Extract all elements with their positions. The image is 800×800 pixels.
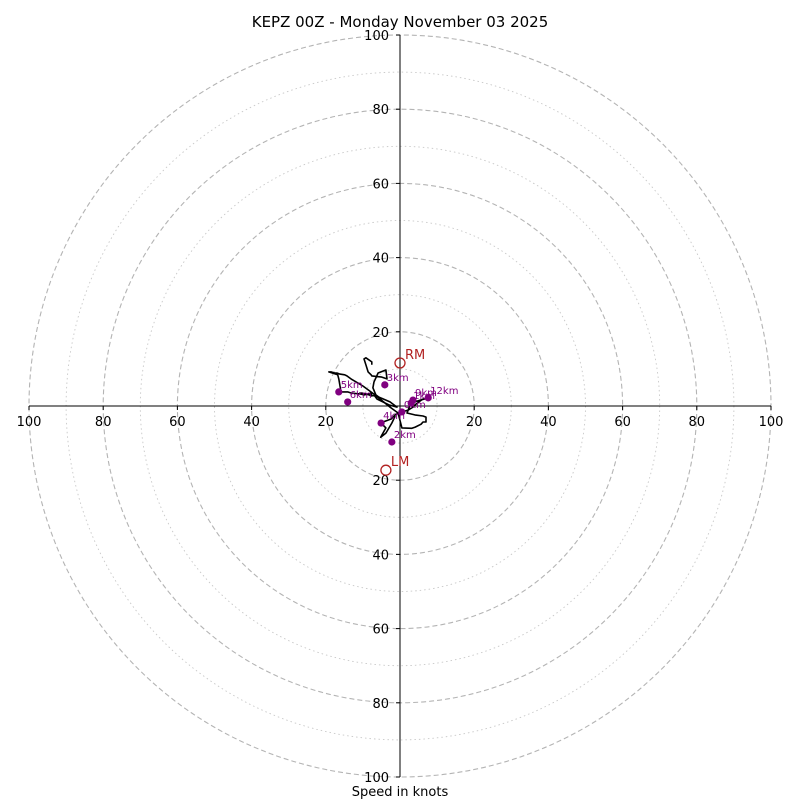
- height-marker-2km: [388, 438, 396, 446]
- height-marker-0km: [398, 408, 406, 416]
- y-tick-label: 60: [372, 623, 389, 638]
- storm-motion-label-LM: LM: [391, 455, 409, 470]
- chart-title: KEPZ 00Z - Monday November 03 2025: [252, 13, 549, 31]
- x-axis-label: Speed in knots: [352, 785, 449, 800]
- height-marker-6km: [344, 398, 352, 406]
- x-tick-label: 60: [614, 415, 631, 430]
- x-tick-label: 40: [243, 415, 260, 430]
- height-label-4km: 4km: [383, 411, 405, 422]
- height-label-1km: 1km: [413, 391, 435, 402]
- x-tick-label: 60: [169, 415, 186, 430]
- x-tick-label: 40: [540, 415, 557, 430]
- height-label-3km: 3km: [387, 373, 409, 384]
- y-tick-label: 40: [372, 548, 389, 563]
- x-tick-label: 100: [759, 415, 784, 430]
- storm-motion-marker-LM: [380, 464, 392, 476]
- y-tick-label: 100: [364, 29, 389, 44]
- hodograph-line: [327, 356, 430, 439]
- height-marker-12km: [424, 394, 432, 402]
- height-label-2km: 2km: [394, 430, 416, 441]
- height-marker-4km: [377, 419, 385, 427]
- height-label-12km: 12km: [430, 386, 458, 397]
- hodograph-series: [327, 356, 430, 439]
- x-tick-label: 80: [95, 415, 112, 430]
- y-tick-label: 100: [364, 771, 389, 786]
- height-marker-5km: [335, 388, 343, 396]
- storm-motion-markers: RM LM: [380, 348, 425, 476]
- height-label-9km: 9km: [415, 388, 437, 399]
- height-label-6km: 6km: [350, 390, 372, 401]
- height-label-5km: 5km: [341, 380, 363, 391]
- height-label-0km: 0km: [404, 400, 426, 411]
- storm-motion-label-RM: RM: [405, 348, 425, 363]
- y-tick-label: 20: [372, 474, 389, 489]
- y-tick-label: 80: [372, 697, 389, 712]
- y-tick-label: 20: [372, 326, 389, 341]
- x-tick-label: 80: [689, 415, 706, 430]
- storm-motion-marker-RM: [394, 357, 406, 369]
- y-tick-label: 80: [372, 103, 389, 118]
- x-tick-label: 20: [466, 415, 483, 430]
- axes: [29, 35, 771, 777]
- x-tick-label: 100: [17, 415, 42, 430]
- y-tick-label: 60: [372, 177, 389, 192]
- tick-labels: 100 80 60 40 20 20 40 60 80 100 100 80 60 40 20 20 40 60 8…: [17, 29, 784, 786]
- height-marker-9km: [409, 396, 417, 404]
- height-marker-3km: [381, 381, 389, 389]
- x-tick-label: 20: [318, 415, 335, 430]
- y-tick-label: 40: [372, 252, 389, 267]
